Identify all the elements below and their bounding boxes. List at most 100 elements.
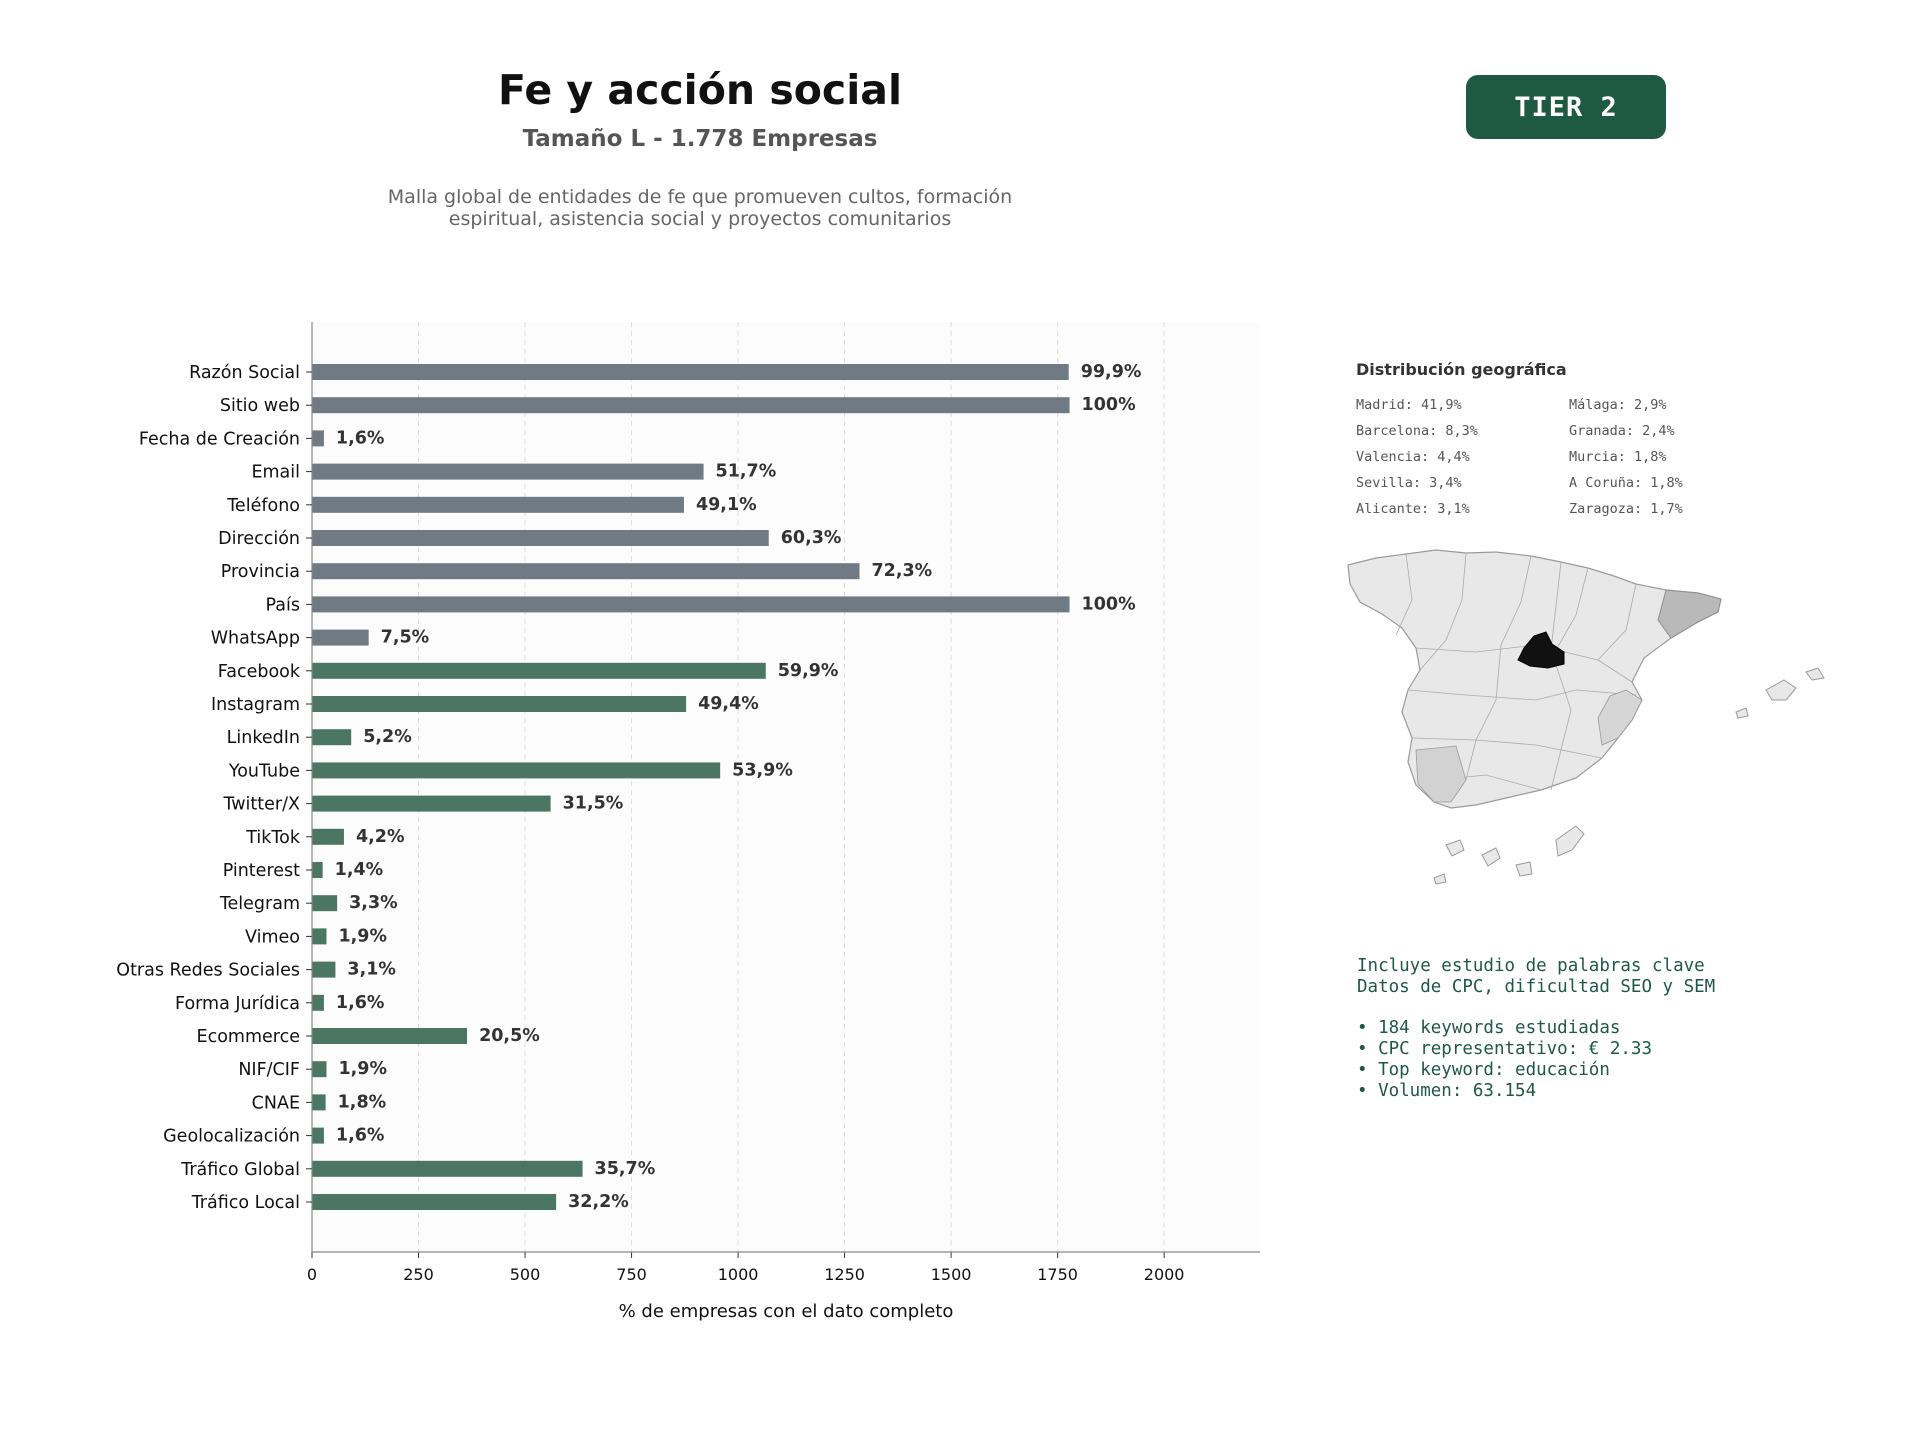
bar [312,862,323,878]
bar [312,1094,326,1111]
value-label: 5,2% [363,727,412,747]
category-label: Facebook [218,662,301,682]
bar [312,662,766,679]
bar [312,961,336,978]
value-label: 100% [1082,395,1136,415]
bar [312,530,769,546]
keywords-intro-line-2: Datos de CPC, dificultad SEO y SEM [1357,977,1716,997]
bar [312,629,369,646]
category-labels: Razón Social Sitio web Fecha de Creación Em… [116,363,301,1213]
bar [312,397,1070,414]
bar [312,994,324,1011]
sevilla-shape [1415,745,1467,803]
value-label: 1,6% [336,993,385,1013]
keyword-bullet: • CPC representativo: € 2.33 [1357,1039,1653,1059]
value-label: 32,2% [568,1192,629,1212]
geo-distribution-list: Madrid: 41,9% Málaga: 2,9% Barcelona: 8,3%… [1356,396,1776,519]
keywords-bullet-list: • 184 keywords estudiadas • CPC represent… [1357,1018,1715,1102]
valencia-shape [1597,689,1643,746]
bar [312,696,687,712]
canary-islands-shape [1433,825,1585,885]
bar [312,1061,327,1078]
geo-item: Málaga: 2,9% [1569,397,1667,413]
bar [312,364,1069,380]
value-label: 1,9% [338,1059,387,1079]
tier-badge: TIER 2 [1466,75,1666,139]
balearic-islands-shape [1735,667,1825,719]
keywords-intro-line-1: Incluye estudio de palabras clave [1357,956,1705,976]
value-label: 7,5% [381,628,430,648]
x-tick-label: 0 [307,1265,317,1284]
bar [312,795,551,812]
category-label: YouTube [228,761,300,781]
x-tick-label: 250 [403,1265,434,1284]
page-description: Malla global de entidades de fe que prom… [300,186,1100,230]
x-tick-label: 500 [510,1265,541,1284]
page-subtitle: Tamaño L - 1.778 Empresas [522,126,878,152]
value-label: 99,9% [1081,362,1142,382]
value-label: 51,7% [716,462,777,482]
category-label: Telegram [219,894,300,914]
geo-title: Distribución geográfica [1356,360,1567,379]
value-label: 60,3% [781,528,842,548]
category-label: WhatsApp [211,629,300,649]
category-label: Provincia [221,562,300,582]
category-label: Otras Redes Sociales [116,961,300,981]
description-line-2: espiritual, asistencia social y proyecto… [448,208,952,230]
category-label: Forma Jurídica [175,994,300,1014]
category-label: Teléfono [226,496,300,516]
value-label: 1,6% [336,1126,385,1146]
value-label: 3,3% [349,893,398,913]
madrid-shape [1517,631,1565,669]
x-tick-label: 1500 [931,1265,972,1284]
category-label: Dirección [218,529,300,549]
category-label: Email [251,463,300,483]
category-label: Razón Social [189,363,300,383]
bar [312,1194,557,1210]
geo-item: Murcia: 1,8% [1569,449,1667,465]
bar [312,729,352,746]
value-label: 4,2% [356,827,405,847]
value-label: 59,9% [778,661,839,681]
keyword-bullet: • Top keyword: educación [1357,1060,1610,1080]
value-label: 53,9% [732,760,793,780]
page-title: Fe y acción social [497,66,903,114]
x-tick-label: 1250 [824,1265,865,1284]
value-label: 100% [1082,594,1136,614]
category-label: Sitio web [220,396,300,416]
geo-item: Sevilla: 3,4% [1356,475,1462,491]
x-axis-label: % de empresas con el dato completo [619,1301,954,1322]
geo-item: A Coruña: 1,8% [1569,475,1683,491]
value-label: 1,8% [338,1092,387,1112]
value-label: 72,3% [871,561,932,581]
value-label: 49,4% [698,694,759,714]
geo-item: Madrid: 41,9% [1356,397,1462,413]
category-label: País [266,595,300,615]
category-label: Geolocalización [163,1127,300,1147]
bar [312,1127,324,1144]
keyword-bullet: • Volumen: 63.154 [1357,1081,1537,1101]
bar [312,828,344,845]
coverage-bar-chart: Razón Social Sitio web Fecha de Creación Em… [116,322,1260,1322]
bar [312,463,704,480]
mainland-spain-shape [1347,549,1722,809]
x-tick-label: 750 [616,1265,647,1284]
bar [312,596,1070,613]
category-label: Tráfico Global [180,1160,300,1180]
bar [312,895,338,912]
bar [312,430,324,447]
x-tick-label: 1750 [1037,1265,1078,1284]
axes: 0 250 500 750 1000 1250 1500 1750 2000 [306,322,1260,1284]
category-label: Fecha de Creación [139,429,300,449]
catalonia-shape [1657,589,1722,639]
geo-item: Barcelona: 8,3% [1356,423,1478,439]
keyword-bullet: • 184 keywords estudiadas [1357,1018,1621,1038]
value-label: 1,9% [338,926,387,946]
bar [312,1028,468,1044]
bar [312,563,860,580]
value-label: 1,6% [336,428,385,448]
plot-background [312,322,1260,1252]
value-labels: 99,9% 100% 1,6% 51,7% 49,1% 60,3% 72,3% 100% 7,5… [335,362,1142,1212]
value-label: 3,1% [347,960,396,980]
value-label: 31,5% [563,794,624,814]
